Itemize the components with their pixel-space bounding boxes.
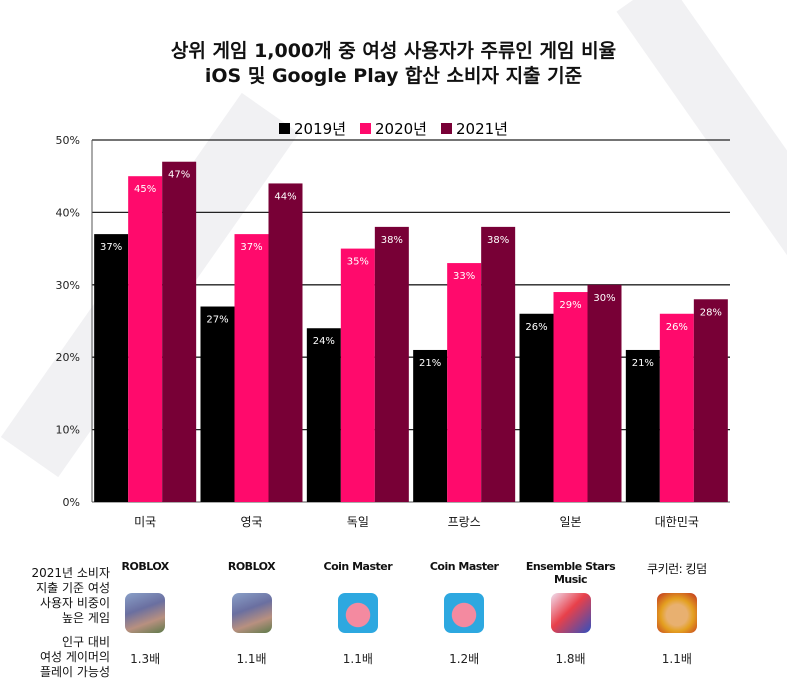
legend-item-2020: 2020년 bbox=[360, 118, 427, 139]
play-likelihood: 1.1배 bbox=[236, 652, 267, 666]
bar-2021년 bbox=[374, 226, 409, 502]
legend-label: 2021년 bbox=[455, 120, 508, 138]
x-tick-label: 독일 bbox=[347, 515, 369, 529]
y-tick-label: 20% bbox=[56, 351, 80, 364]
bar-2019년 bbox=[94, 234, 129, 502]
data-label: 27% bbox=[206, 315, 228, 326]
bar-2019년 bbox=[625, 349, 660, 502]
data-label: 44% bbox=[274, 191, 296, 202]
chart-subtitle: iOS 및 Google Play 합산 소비자 지출 기준 bbox=[204, 65, 583, 87]
bar-2020년 bbox=[659, 313, 694, 502]
x-tick-label: 미국 bbox=[134, 515, 156, 529]
y-tick-label: 50% bbox=[56, 134, 80, 147]
ensemble-stars-music-icon bbox=[550, 593, 591, 633]
bar-2020년 bbox=[128, 176, 163, 502]
game-name: Coin Master bbox=[429, 560, 499, 573]
bar-2019년 bbox=[306, 328, 341, 502]
row-label-games: 2021년 소비자 지출 기준 여성 사용자 비중이 높은 게임 bbox=[31, 566, 110, 625]
data-label: 26% bbox=[666, 322, 688, 333]
data-label: 33% bbox=[453, 271, 475, 282]
data-label: 30% bbox=[593, 293, 615, 304]
legend-item-2021: 2021년 bbox=[440, 118, 508, 139]
data-label: 37% bbox=[240, 242, 262, 253]
bar-2020년 bbox=[234, 234, 269, 502]
bar-2021년 bbox=[162, 161, 197, 502]
legend-swatch bbox=[279, 123, 291, 134]
bar-2019년 bbox=[413, 349, 448, 502]
bar-2021년 bbox=[481, 226, 516, 502]
legend: 2019년 2020년 2021년 bbox=[0, 118, 787, 139]
roblox-icon bbox=[231, 593, 272, 633]
y-tick-label: 0% bbox=[63, 496, 80, 509]
x-tick-label: 일본 bbox=[559, 515, 581, 529]
data-label: 37% bbox=[100, 242, 122, 253]
data-label: 26% bbox=[525, 322, 547, 333]
bar-2020년 bbox=[553, 292, 588, 502]
game-name: Ensemble Stars Music bbox=[525, 560, 616, 586]
game-name: 쿠키런: 킹덤 bbox=[647, 562, 707, 576]
data-label: 35% bbox=[347, 257, 369, 268]
legend-swatch bbox=[440, 123, 452, 134]
data-label: 24% bbox=[313, 336, 335, 347]
bar-chart: 0% 10% 20% 30% 40% 50% 37% 45% 47% 미국 27% 37% 44% 영국 2… bbox=[56, 134, 730, 529]
play-likelihood: 1.8배 bbox=[555, 652, 586, 666]
cookie-run-kingdom-icon bbox=[656, 593, 697, 633]
y-tick-label: 30% bbox=[56, 279, 80, 292]
x-tick-label: 프랑스 bbox=[448, 515, 481, 529]
coin-master-icon bbox=[337, 593, 378, 633]
data-label: 29% bbox=[559, 300, 581, 311]
game-name: Coin Master bbox=[323, 560, 393, 573]
legend-label: 2020년 bbox=[375, 120, 427, 138]
game-name: ROBLOX bbox=[227, 560, 276, 573]
data-label: 38% bbox=[487, 235, 509, 246]
data-label: 38% bbox=[381, 235, 403, 246]
bar-2021년 bbox=[268, 183, 303, 502]
play-likelihood: 1.3배 bbox=[130, 652, 161, 666]
legend-item-2019: 2019년 bbox=[279, 118, 346, 139]
x-tick-label: 대한민국 bbox=[655, 515, 699, 529]
game-name: ROBLOX bbox=[121, 560, 170, 573]
y-tick-label: 40% bbox=[56, 206, 80, 219]
data-label: 47% bbox=[168, 170, 190, 181]
bar-2019년 bbox=[519, 313, 554, 502]
play-likelihood: 1.1배 bbox=[342, 652, 373, 666]
roblox-icon bbox=[125, 593, 166, 633]
chart-title: 상위 게임 1,000개 중 여성 사용자가 주류인 게임 비율 bbox=[170, 40, 617, 62]
data-label: 28% bbox=[700, 307, 722, 318]
bar-2021년 bbox=[693, 299, 728, 502]
bar-2020년 bbox=[340, 248, 375, 502]
play-likelihood: 1.2배 bbox=[449, 652, 480, 666]
row-label-likelihood: 인구 대비 여성 게이머의 플레이 가능성 bbox=[39, 635, 110, 679]
legend-label: 2019년 bbox=[294, 120, 346, 138]
data-label: 21% bbox=[419, 358, 441, 369]
x-tick-label: 영국 bbox=[240, 515, 262, 529]
data-label: 21% bbox=[632, 358, 654, 369]
bar-2020년 bbox=[447, 263, 482, 502]
legend-swatch bbox=[360, 123, 371, 134]
play-likelihood: 1.1배 bbox=[661, 652, 692, 666]
bar-2021년 bbox=[587, 284, 622, 502]
bar-2019년 bbox=[200, 306, 235, 502]
y-tick-label: 10% bbox=[56, 424, 80, 437]
data-label: 45% bbox=[134, 184, 156, 195]
coin-master-icon bbox=[444, 593, 485, 633]
